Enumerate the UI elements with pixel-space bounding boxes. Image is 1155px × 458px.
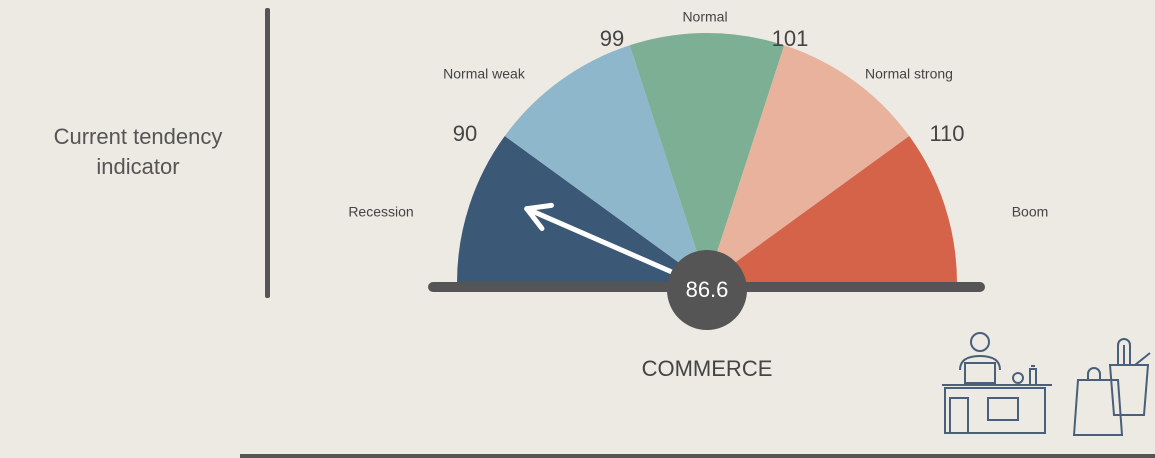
segment-name: Boom: [1012, 204, 1049, 220]
needle-shaft: [524, 206, 700, 286]
value-hub: [667, 250, 747, 330]
gauge-segment: [707, 136, 957, 283]
chart-title: COMMERCE: [642, 356, 773, 381]
needle-head: [524, 202, 554, 231]
needle: [524, 202, 700, 286]
indicator-label: Current tendency indicator: [53, 124, 223, 179]
threshold-label: 90: [453, 121, 477, 146]
segment-name: Recession: [348, 204, 413, 220]
threshold-label: 99: [600, 26, 624, 51]
commerce-icon: [942, 332, 1151, 436]
gauge-segment: [629, 32, 785, 284]
segment-name: Normal strong: [865, 66, 953, 82]
threshold-label: 110: [929, 121, 964, 146]
gauge-segment: [504, 45, 707, 283]
gauge: 90 99 101 110 Recession Normal weak Normal Norm…: [348, 9, 1048, 330]
value-label: 86.6: [686, 277, 729, 302]
segment-name: Normal: [682, 9, 727, 25]
gauge-segment: [457, 136, 707, 283]
threshold-label: 101: [772, 26, 809, 51]
gauge-segment: [707, 45, 910, 283]
segment-name: Normal weak: [443, 66, 526, 82]
bottom-bar: [240, 454, 1155, 458]
divider: [265, 8, 270, 298]
